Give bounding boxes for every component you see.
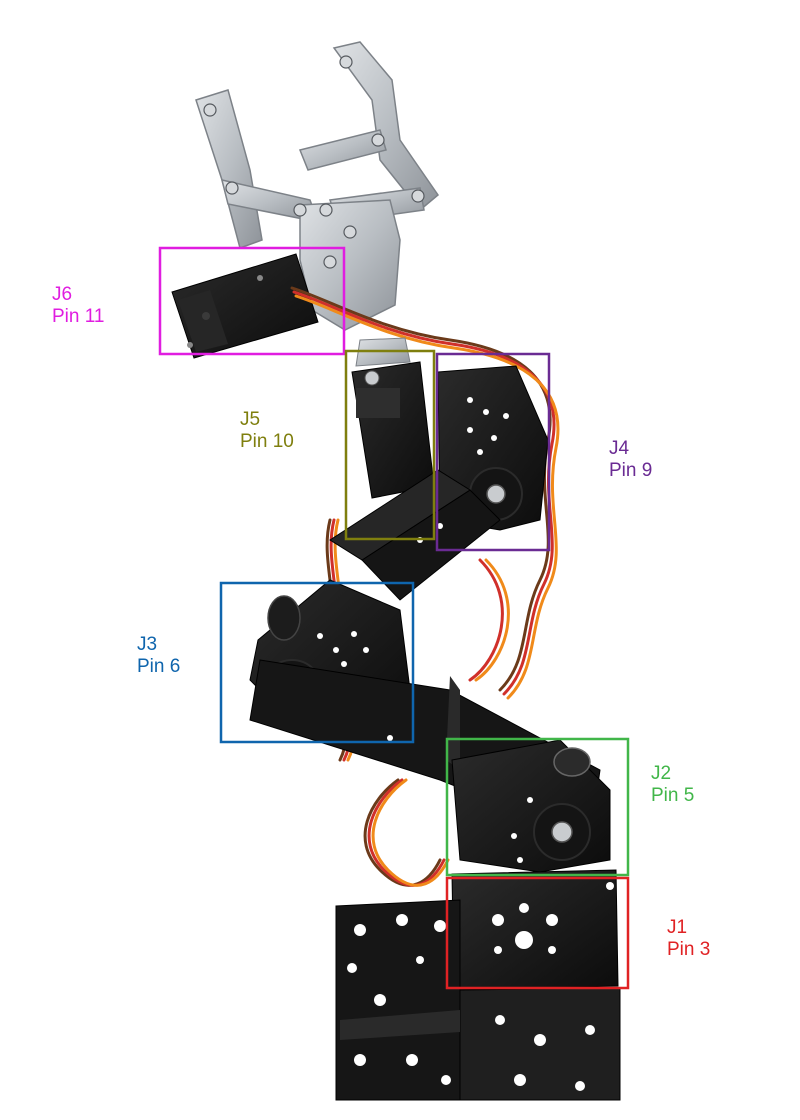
j4-label: J4 Pin 9 <box>609 438 652 482</box>
j2-pin: Pin 5 <box>651 785 695 806</box>
j3-label: J3 Pin 6 <box>137 634 180 678</box>
j6-label: J6 Pin 11 <box>52 284 104 328</box>
j6-servo <box>171 253 319 359</box>
j4-name: J4 <box>609 438 630 459</box>
screw-icon <box>411 189 425 203</box>
screw-icon <box>323 255 337 269</box>
j6-box <box>158 246 346 356</box>
j2-box <box>445 737 630 877</box>
j4-box <box>435 352 551 552</box>
j5-pin: Pin 10 <box>240 431 294 452</box>
j4-pin: Pin 9 <box>609 460 653 481</box>
j1-servo <box>451 869 619 991</box>
screw-icon <box>371 133 385 147</box>
gripper <box>195 41 440 331</box>
j1-name: J1 <box>667 917 688 938</box>
j3-box <box>219 581 415 744</box>
j2-bracket <box>451 739 611 873</box>
j5-servo <box>351 337 435 499</box>
j6-name: J6 <box>52 284 73 305</box>
j3-pin: Pin 6 <box>137 656 181 677</box>
j6-pin: Pin 11 <box>52 306 105 327</box>
screw-icon <box>319 203 333 217</box>
j5-name: J5 <box>240 409 261 430</box>
base-plates <box>335 899 621 1101</box>
screw-icon <box>293 203 307 217</box>
screw-icon <box>339 55 353 69</box>
j2-name: J2 <box>651 763 672 784</box>
j1-box <box>445 876 630 990</box>
gripper-link-upper <box>298 129 387 171</box>
screw-icon <box>203 103 217 117</box>
gripper-right-finger <box>332 41 440 212</box>
j5-box <box>344 349 436 541</box>
j3-name: J3 <box>137 634 158 655</box>
j1-label: J1 Pin 3 <box>667 917 710 961</box>
screw-icon <box>343 225 357 239</box>
screw-icon <box>225 181 239 195</box>
j5-label: J5 Pin 10 <box>240 409 294 453</box>
joint-boxes <box>158 246 630 990</box>
j1-pin: Pin 3 <box>667 939 711 960</box>
j2-label: J2 Pin 5 <box>651 763 694 807</box>
